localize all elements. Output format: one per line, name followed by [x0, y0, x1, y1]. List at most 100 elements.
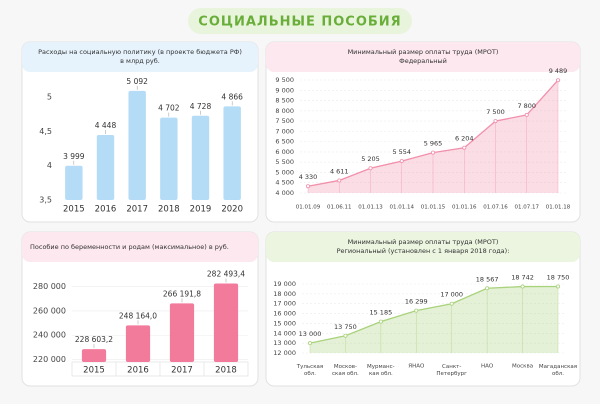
point — [337, 178, 342, 183]
data-label: 4 330 — [299, 173, 318, 181]
x-tick-label: 2016 — [127, 366, 149, 376]
y-tick-label: 260 000 — [33, 306, 66, 315]
line — [309, 285, 559, 344]
data-label: 4 728 — [190, 102, 212, 111]
data-label: 18 567 — [476, 275, 499, 283]
data-label: 18 742 — [511, 274, 534, 282]
data-label: 5 554 — [392, 148, 411, 156]
chart-subtitle: Федеральный — [399, 57, 447, 65]
data-label: 13 750 — [334, 323, 357, 331]
y-tick-label: 13 000 — [273, 339, 296, 347]
x-tick-label: 01.01.13 — [358, 205, 383, 211]
x-tick-label: 01.01.18 — [546, 205, 571, 211]
x-tick-label: Москва — [512, 364, 533, 370]
bar — [96, 134, 115, 200]
y-tick-label: 5 500 — [275, 158, 294, 166]
x-tick-label: 01.01.16 — [452, 205, 477, 211]
bar — [65, 165, 83, 200]
y-tick-label: 14 000 — [273, 329, 296, 337]
point — [368, 166, 373, 171]
x-tick-label: 2017 — [126, 205, 148, 215]
area — [310, 286, 558, 353]
point — [343, 333, 348, 338]
bar — [160, 117, 178, 200]
point — [493, 119, 498, 124]
panel-header — [22, 42, 258, 72]
y-tick-label: 8 500 — [275, 97, 294, 105]
data-label: 248 164,0 — [119, 311, 157, 320]
x-tick-label: 2018 — [158, 205, 180, 215]
data-label: 266 191,8 — [163, 289, 201, 298]
y-tick-label: 4 — [47, 161, 52, 170]
point — [430, 150, 435, 155]
bar — [213, 283, 239, 362]
x-tick-label: Москов-ская обл. — [332, 364, 359, 377]
x-tick-label: Магаданская обл. — [539, 364, 577, 377]
point — [305, 184, 310, 189]
data-label: 13 000 — [299, 330, 322, 338]
point — [556, 78, 561, 83]
chart-title: Расходы на социальную политику (в проект… — [38, 48, 242, 65]
x-tick-label: 2015 — [63, 205, 85, 215]
data-label: 16 299 — [405, 298, 428, 306]
bar — [128, 90, 146, 200]
x-tick-label: Мурманс-кая обл. — [367, 364, 395, 377]
y-tick-label: 3,5 — [39, 196, 52, 205]
y-tick-label: 4 000 — [275, 189, 294, 197]
y-tick-label: 280 000 — [33, 282, 66, 291]
y-tick-label: 6 000 — [275, 148, 294, 156]
y-tick-label: 5 000 — [275, 168, 294, 176]
chart-title: Минимальный размер оплаты труда (МРОТ) — [348, 48, 499, 56]
chart-title: Пособие по беременности и родам (максима… — [30, 243, 229, 251]
x-tick-label: 01.07.17 — [515, 205, 540, 211]
point — [462, 145, 467, 150]
data-label: 282 493,4 — [207, 270, 245, 279]
point — [449, 301, 454, 306]
x-tick-label: 01.07.16 — [483, 205, 508, 211]
chart-title: Минимальный размер оплаты труда (МРОТ) — [348, 238, 499, 246]
page-title: СОЦИАЛЬНЫЕ ПОСОБИЯ — [198, 15, 401, 30]
y-tick-label: 17 000 — [273, 300, 296, 308]
point — [520, 284, 525, 289]
x-tick-label: 01.06.11 — [327, 205, 352, 211]
data-label: 7 500 — [486, 108, 505, 116]
x-tick-label: 2018 — [215, 366, 237, 376]
data-label: 3 999 — [63, 152, 85, 161]
data-label: 4 866 — [221, 92, 243, 101]
y-tick-label: 7 000 — [275, 127, 294, 135]
x-tick-label: 01.01.14 — [390, 205, 415, 211]
x-tick-label: Тульская обл. — [296, 364, 323, 377]
y-tick-label: 240 000 — [33, 331, 66, 340]
data-label: 6 204 — [455, 135, 474, 143]
y-tick-label: 8 000 — [275, 107, 294, 115]
x-tick-label: Санкт-Петербург — [436, 364, 467, 377]
bar — [125, 325, 151, 362]
x-tick-label: 2016 — [95, 205, 117, 215]
panel-header — [266, 42, 580, 72]
y-tick-label: 19 000 — [273, 280, 296, 288]
data-label: 15 185 — [369, 309, 392, 317]
data-label: 7 800 — [517, 102, 536, 110]
data-label: 228 603,2 — [75, 335, 113, 344]
y-tick-label: 16 000 — [273, 310, 296, 318]
y-tick-label: 9 500 — [275, 76, 294, 84]
title-banner — [188, 8, 412, 34]
data-label: 5 205 — [361, 155, 380, 163]
y-tick-label: 7 500 — [275, 117, 294, 125]
y-tick-label: 12 000 — [273, 349, 296, 357]
point — [307, 341, 312, 346]
data-label: 4 702 — [158, 104, 180, 113]
point — [556, 284, 561, 289]
point — [378, 319, 383, 324]
x-tick-label: ЯНАО — [408, 364, 425, 370]
x-tick-label: 2019 — [190, 205, 212, 215]
point — [485, 286, 490, 291]
point — [414, 308, 419, 313]
data-label: 17 000 — [440, 291, 463, 299]
point — [399, 159, 404, 164]
data-label: 18 750 — [547, 273, 570, 281]
point — [524, 112, 529, 117]
panel-header — [22, 232, 258, 262]
x-tick-label: НАО — [481, 364, 494, 370]
